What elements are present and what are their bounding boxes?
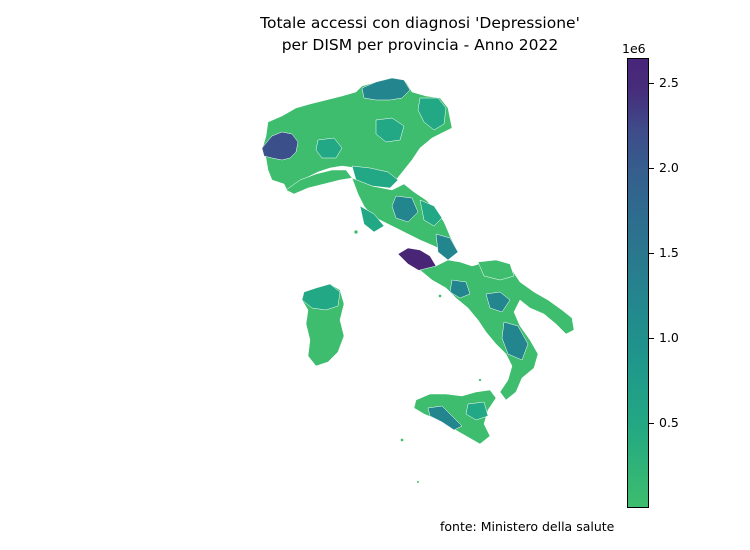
- province-palermo: [427, 405, 463, 431]
- region-north-west: [261, 77, 453, 193]
- province-toscana-coast: [359, 205, 385, 233]
- province-torino: [261, 131, 299, 161]
- title-line-1: Totale accessi con diagnosi 'Depressione…: [260, 14, 580, 32]
- source-note: fonte: Ministero della salute: [440, 519, 615, 534]
- colorbar-scale-label: 1e6: [622, 41, 646, 56]
- colorbar-tick-3: [649, 168, 654, 170]
- province-basilicata: [485, 291, 511, 313]
- colorbar-tick-0: [649, 423, 654, 425]
- colorbar-tick-label-2: 1.5: [659, 245, 679, 261]
- colorbar: [627, 58, 649, 508]
- region-south: [419, 259, 575, 401]
- province-marche: [419, 199, 443, 227]
- province-catania: [465, 401, 489, 421]
- island-ischia: [438, 294, 442, 298]
- colorbar-tick-4: [649, 83, 654, 85]
- map-title: Totale accessi con diagnosi 'Depressione…: [200, 12, 640, 56]
- province-bolzano: [361, 77, 411, 101]
- island-pantelleria: [416, 480, 420, 484]
- colorbar-tick-1: [649, 338, 654, 340]
- island-eolie: [478, 378, 482, 382]
- province-sassari: [301, 283, 341, 311]
- province-napoli: [449, 279, 471, 299]
- province-friuli: [417, 97, 447, 131]
- colorbar-tick-2: [649, 253, 654, 255]
- title-line-2: per DISM per provincia - Anno 2022: [281, 36, 559, 54]
- island-elba: [353, 229, 359, 235]
- province-veneto: [375, 117, 405, 143]
- province-milano: [315, 137, 343, 159]
- colorbar-tick-label-1: 1.0: [659, 330, 679, 346]
- province-puglia-north: [477, 259, 515, 281]
- colorbar-tick-label-0: 0.5: [659, 415, 679, 431]
- colorbar-tick-label-4: 2.5: [659, 75, 679, 91]
- island-lampedusa: [400, 438, 404, 442]
- province-firenze: [391, 195, 419, 223]
- colorbar-tick-label-3: 2.0: [659, 160, 679, 176]
- province-abruzzo: [435, 233, 459, 261]
- province-cosenza: [501, 321, 529, 361]
